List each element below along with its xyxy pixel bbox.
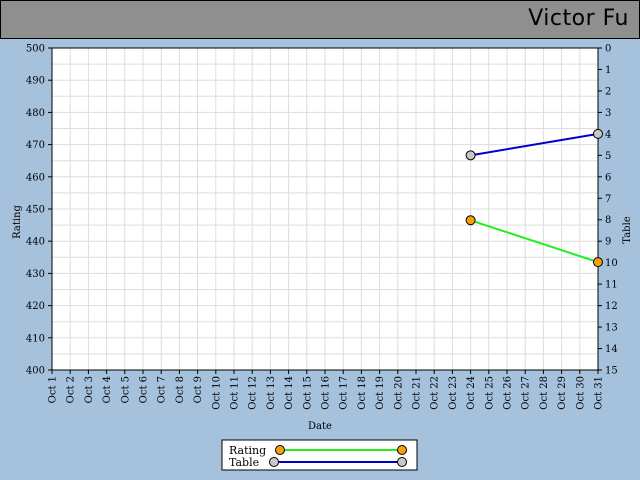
x-axis-label: Date: [308, 421, 332, 432]
x-tick-label: Oct 12: [248, 376, 259, 410]
y2-tick-label: 4: [605, 129, 611, 140]
legend: Rating Table: [221, 439, 418, 471]
x-tick-label: Oct 26: [503, 376, 514, 410]
y-tick-label: 420: [26, 301, 45, 312]
y2-tick-label: 11: [605, 280, 618, 291]
x-tick-label: Oct 3: [84, 376, 95, 403]
x-tick-label: Oct 31: [594, 376, 605, 410]
y-tick-label: 460: [26, 172, 45, 183]
legend-label-table: Table: [229, 456, 259, 469]
x-tick-label: Oct 14: [284, 376, 295, 410]
x-tick-label: Oct 9: [193, 376, 204, 403]
y2-tick-label: 14: [605, 344, 618, 355]
y-tick-label: 450: [26, 205, 45, 216]
x-tick-label: Oct 11: [230, 376, 241, 410]
legend-marker-rating: [397, 445, 407, 455]
series-line-rating: [470, 219, 599, 264]
x-tick-label: Oct 6: [139, 376, 150, 403]
y2-tick-label: 3: [605, 108, 611, 119]
y-tick-label: 440: [26, 237, 45, 248]
y2-tick-label: 1: [605, 65, 611, 76]
y2-tick-label: 2: [605, 86, 611, 97]
x-tick-label: Oct 5: [120, 376, 131, 403]
x-tick-label: Oct 25: [484, 376, 495, 410]
y-tick-label: 410: [26, 333, 45, 344]
y2-tick-label: 9: [605, 237, 611, 248]
y2-axis-label: Table: [622, 216, 633, 243]
y2-tick-label: 5: [605, 151, 611, 162]
series-line-table: [470, 132, 599, 157]
x-tick-label: Oct 28: [539, 376, 550, 410]
x-tick-label: Oct 22: [430, 376, 441, 410]
y2-tick-label: 15: [605, 366, 618, 377]
title-bar: Victor Fu: [0, 0, 640, 39]
x-tick-label: Oct 1: [48, 376, 59, 403]
x-tick-label: Oct 19: [375, 376, 386, 410]
legend-label-rating: Rating: [229, 444, 266, 457]
y-tick-label: 430: [26, 269, 45, 280]
x-tick-label: Oct 18: [357, 376, 368, 410]
y2-tick-label: 12: [605, 301, 618, 312]
y2-tick-label: 13: [605, 323, 618, 334]
x-tick-label: Oct 4: [102, 376, 113, 403]
x-axis: Oct 1 Oct 2 Oct 3 Oct 4 Oct 5 Oct 6 Oct 7 Oct 8…: [48, 370, 605, 410]
x-tick-label: Oct 13: [266, 376, 277, 410]
x-tick-label: Oct 17: [339, 376, 350, 410]
y-tick-label: 500: [26, 44, 45, 55]
series-layer: [465, 128, 603, 268]
x-tick-label: Oct 29: [557, 376, 568, 410]
x-tick-label: Oct 30: [575, 376, 586, 410]
x-tick-label: Oct 8: [175, 376, 186, 403]
x-tick-label: Oct 24: [466, 376, 477, 410]
data-point-table: [465, 150, 476, 161]
legend-marker-rating: [275, 445, 285, 455]
x-tick-label: Oct 7: [157, 376, 168, 403]
y-tick-label: 480: [26, 108, 45, 119]
x-tick-label: Oct 27: [521, 376, 532, 410]
y2-tick-label: 7: [605, 194, 611, 205]
x-tick-label: Oct 20: [393, 376, 404, 410]
y-tick-label: 470: [26, 140, 45, 151]
x-tick-label: Oct 21: [412, 376, 423, 410]
data-point-table: [593, 128, 603, 139]
x-tick-label: Oct 16: [321, 376, 332, 410]
legend-marker-table: [269, 457, 279, 467]
y2-tick-label: 0: [605, 44, 611, 55]
y2-tick-label: 6: [605, 172, 611, 183]
grid: [52, 48, 598, 370]
y-tick-label: 400: [26, 366, 45, 377]
y-tick-label: 490: [26, 76, 45, 87]
x-tick-label: Oct 2: [66, 376, 77, 403]
page-title: Victor Fu: [528, 6, 629, 31]
x-tick-label: Oct 10: [211, 376, 222, 410]
x-tick-label: Oct 23: [448, 376, 459, 410]
y2-tick-label: 10: [605, 258, 618, 269]
y-axis: 400 410 420 430 440 450 460 470 480 490 500: [26, 44, 52, 377]
data-point-rating: [465, 215, 476, 226]
legend-marker-table: [397, 457, 407, 467]
y-axis-label: Rating: [12, 205, 23, 239]
x-tick-label: Oct 15: [302, 376, 313, 410]
data-point-rating: [593, 257, 603, 268]
legend-box: [221, 439, 418, 471]
y2-tick-label: 8: [605, 215, 611, 226]
